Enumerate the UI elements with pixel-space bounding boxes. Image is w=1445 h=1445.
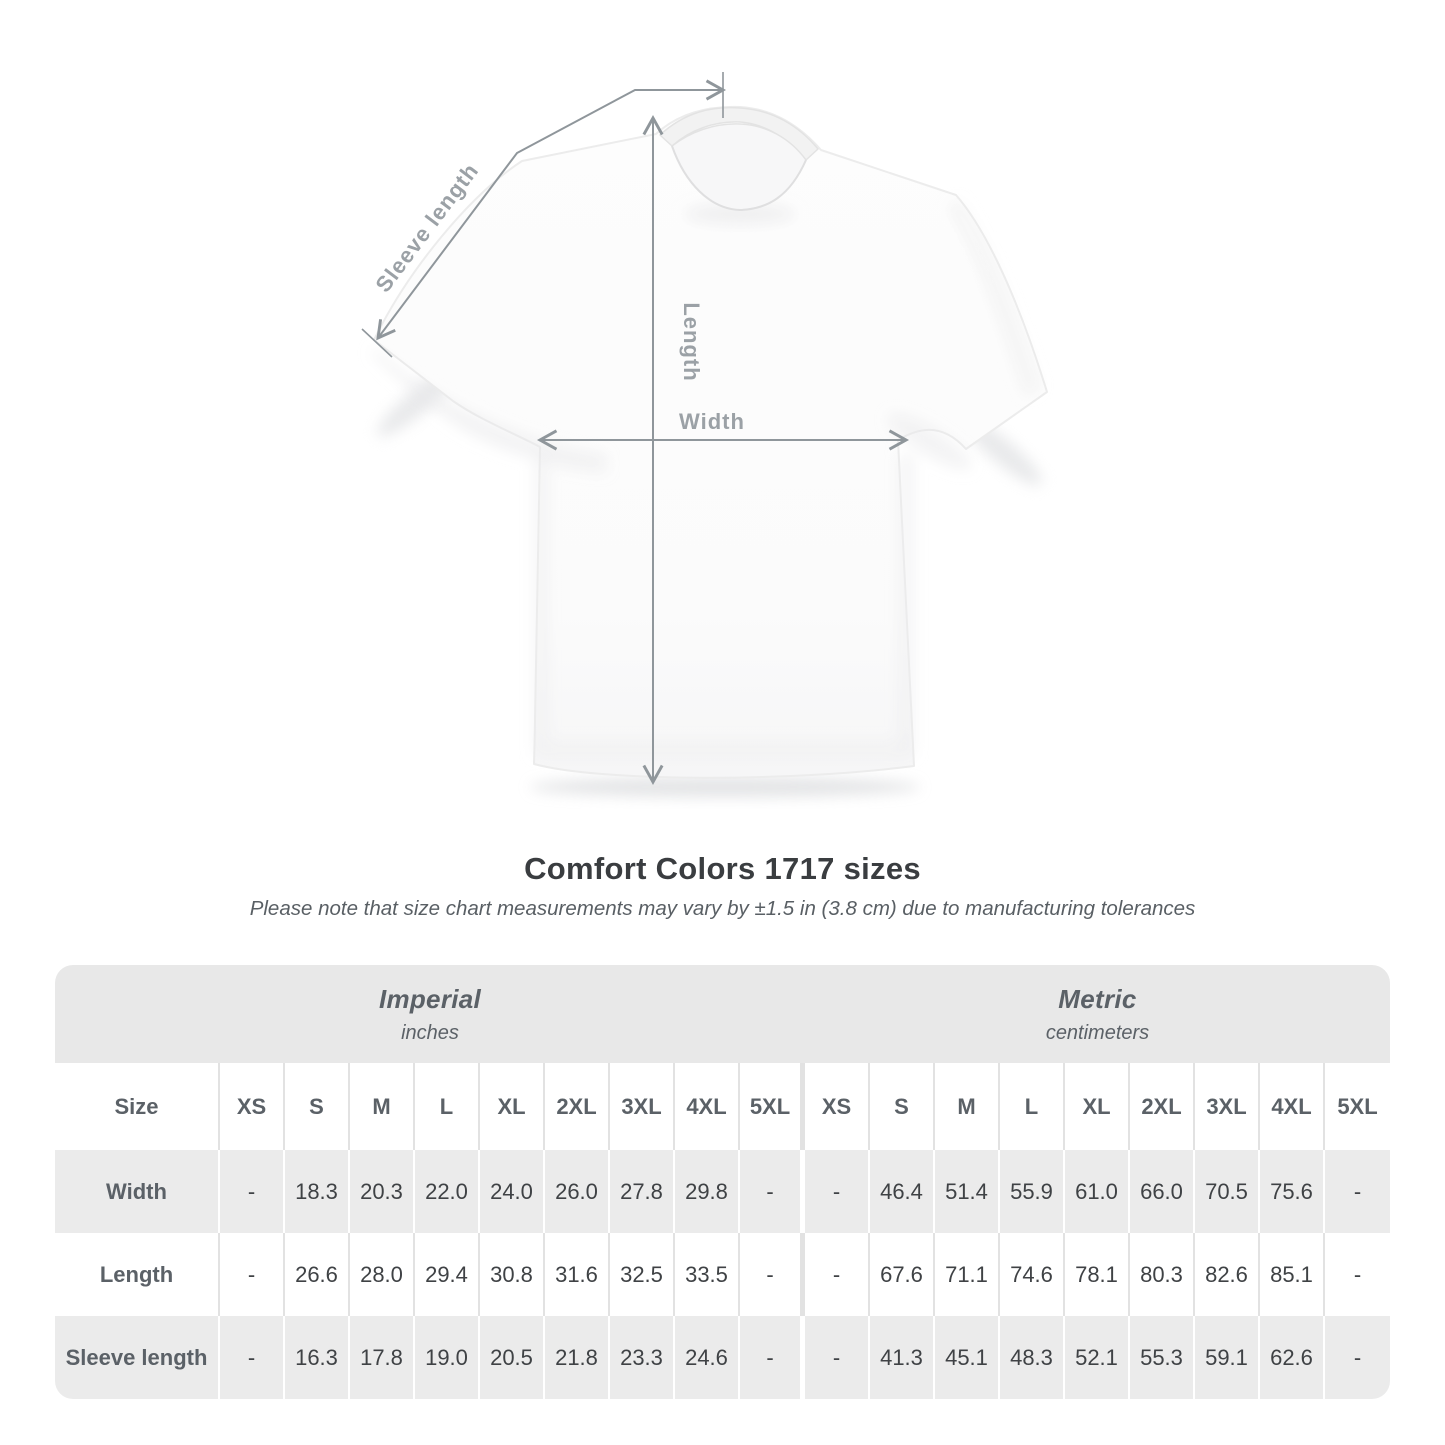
value-cell: 62.6 bbox=[1260, 1316, 1325, 1399]
size-column-header: 2XL bbox=[1130, 1063, 1195, 1150]
value-cell: - bbox=[805, 1150, 870, 1233]
value-cell: 74.6 bbox=[1000, 1233, 1065, 1316]
value-cell: 82.6 bbox=[1195, 1233, 1260, 1316]
size-chart-table: Imperial inches Metric centimeters Size X… bbox=[55, 965, 1390, 1399]
value-cell: 66.0 bbox=[1130, 1150, 1195, 1233]
sleeve-cuff-tick bbox=[361, 328, 393, 358]
size-column-header: M bbox=[350, 1063, 415, 1150]
value-cell: - bbox=[1353, 1344, 1362, 1370]
table-row: Sleeve length -16.3 17.8 19.0 20.5 21.8 23.3 24… bbox=[55, 1316, 1390, 1399]
measurement-label-cell: Length bbox=[55, 1233, 220, 1316]
value-cell: - bbox=[220, 1316, 285, 1399]
size-header-cell: Size bbox=[55, 1063, 220, 1150]
imperial-header-group: Imperial inches bbox=[55, 965, 805, 1063]
value-cell: 85.1 bbox=[1260, 1233, 1325, 1316]
size-column-header: XL bbox=[1065, 1063, 1130, 1150]
value-cell: 70.5 bbox=[1195, 1150, 1260, 1233]
value-cell: 55.9 bbox=[1000, 1150, 1065, 1233]
value-cell: 23.3 bbox=[610, 1316, 675, 1399]
value-cell: 17.8 bbox=[350, 1316, 415, 1399]
value-cell: - bbox=[220, 1233, 285, 1316]
tolerance-note: Please note that size chart measurements… bbox=[249, 897, 1196, 920]
value-cell: - bbox=[740, 1233, 805, 1316]
size-column-header: XL bbox=[480, 1063, 545, 1150]
value-cell: 80.3 bbox=[1130, 1233, 1195, 1316]
value-cell: 22.0 bbox=[415, 1150, 480, 1233]
size-column-header: 2XL bbox=[545, 1063, 610, 1150]
value-cell: 41.3 bbox=[870, 1316, 935, 1399]
value-cell: 45.1 bbox=[935, 1316, 1000, 1399]
width-label: Width bbox=[679, 409, 745, 434]
measurement-label-cell: Width bbox=[55, 1150, 220, 1233]
size-column-header: 3XL bbox=[610, 1063, 675, 1150]
value-cell: 26.0 bbox=[545, 1150, 610, 1233]
units-header-band: Imperial inches Metric centimeters bbox=[55, 965, 1390, 1063]
value-cell: - bbox=[805, 1316, 870, 1399]
value-cell: 18.3 bbox=[285, 1150, 350, 1233]
value-cell: 46.4 bbox=[870, 1150, 935, 1233]
value-cell: - bbox=[740, 1150, 805, 1233]
value-cell: - bbox=[220, 1150, 285, 1233]
value-cell: 67.6 bbox=[870, 1233, 935, 1316]
metric-header: Metric bbox=[1058, 983, 1137, 1014]
value-cell: 55.3 bbox=[1130, 1316, 1195, 1399]
measurement-label-cell: Sleeve length bbox=[55, 1316, 220, 1399]
value-cell: 75.6 bbox=[1260, 1150, 1325, 1233]
size-column-header: XS bbox=[220, 1063, 285, 1150]
length-label: Length bbox=[679, 302, 704, 381]
value-cell: 30.8 bbox=[480, 1233, 545, 1316]
metric-units-label: centimeters bbox=[1045, 1021, 1150, 1044]
size-column-header: L bbox=[415, 1063, 480, 1150]
value-cell: 59.1 bbox=[1195, 1316, 1260, 1399]
value-cell: 51.4 bbox=[935, 1150, 1000, 1233]
value-cell: 27.8 bbox=[610, 1150, 675, 1233]
value-cell: - bbox=[1353, 1261, 1362, 1287]
page-title: Comfort Colors 1717 sizes bbox=[524, 851, 921, 886]
value-cell: 29.8 bbox=[675, 1150, 740, 1233]
size-column-header: 4XL bbox=[675, 1063, 740, 1150]
size-column-header: L bbox=[1000, 1063, 1065, 1150]
imperial-units-label: inches bbox=[401, 1021, 459, 1044]
size-header-row: Size XS S M L XL 2XL 3XL 4XL 5XL XS S M L XL 2XL 3XL 4XL 5… bbox=[55, 1063, 1390, 1150]
size-column-header: S bbox=[285, 1063, 350, 1150]
size-column-header: 4XL bbox=[1260, 1063, 1325, 1150]
value-cell: 19.0 bbox=[415, 1316, 480, 1399]
value-cell: 71.1 bbox=[935, 1233, 1000, 1316]
value-cell: 28.0 bbox=[350, 1233, 415, 1316]
value-cell: 29.4 bbox=[415, 1233, 480, 1316]
size-column-header: 5XL bbox=[740, 1063, 805, 1150]
value-cell: 52.1 bbox=[1065, 1316, 1130, 1399]
metric-header-group: Metric centimeters bbox=[805, 965, 1390, 1063]
value-cell: 20.3 bbox=[350, 1150, 415, 1233]
dimension-lines bbox=[361, 72, 910, 786]
value-cell: - bbox=[805, 1233, 870, 1316]
value-cell: 61.0 bbox=[1065, 1150, 1130, 1233]
tshirt-measurement-diagram: Sleeve length Length Width bbox=[361, 72, 1048, 797]
value-cell: 78.1 bbox=[1065, 1233, 1130, 1316]
table-row: Length -26.6 28.0 29.4 30.8 31.6 32.5 33.5- -67.… bbox=[55, 1233, 1390, 1316]
size-column-header: S bbox=[870, 1063, 935, 1150]
value-cell: 20.5 bbox=[480, 1316, 545, 1399]
value-cell: 21.8 bbox=[545, 1316, 610, 1399]
value-cell: - bbox=[1353, 1178, 1362, 1204]
table-row: Width -18.3 20.3 22.0 24.0 26.0 27.8 29.8- -46.4… bbox=[55, 1150, 1390, 1233]
value-cell: - bbox=[740, 1316, 805, 1399]
value-cell: 32.5 bbox=[610, 1233, 675, 1316]
value-cell: 24.6 bbox=[675, 1316, 740, 1399]
measurement-rows: Width -18.3 20.3 22.0 24.0 26.0 27.8 29.8- -46.4… bbox=[55, 1150, 1390, 1399]
value-cell: 26.6 bbox=[285, 1233, 350, 1316]
size-column-header: 3XL bbox=[1195, 1063, 1260, 1150]
size-column-header: M bbox=[935, 1063, 1000, 1150]
imperial-header: Imperial bbox=[378, 983, 482, 1014]
value-cell: 24.0 bbox=[480, 1150, 545, 1233]
value-cell: 16.3 bbox=[285, 1316, 350, 1399]
sleeve-length-line bbox=[376, 79, 727, 341]
value-cell: 31.6 bbox=[545, 1233, 610, 1316]
size-column-header: 5XL bbox=[1337, 1093, 1378, 1119]
size-column-header: XS bbox=[805, 1063, 870, 1150]
value-cell: 48.3 bbox=[1000, 1316, 1065, 1399]
tshirt-illustration bbox=[370, 105, 1048, 779]
value-cell: 33.5 bbox=[675, 1233, 740, 1316]
